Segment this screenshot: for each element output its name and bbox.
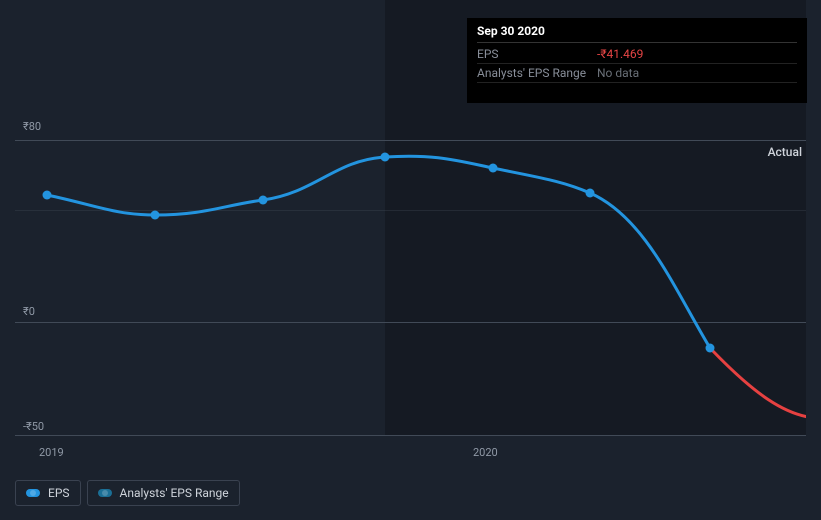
tooltip-date: Sep 30 2020 xyxy=(477,24,797,43)
eps-point[interactable] xyxy=(489,164,498,173)
legend-eps[interactable]: EPS xyxy=(15,480,81,506)
legend-label-range: Analysts' EPS Range xyxy=(120,486,229,500)
eps-point[interactable] xyxy=(151,211,160,220)
chart-tooltip: Sep 30 2020 EPS -₹41.469 Analysts' EPS R… xyxy=(467,18,807,103)
tooltip-label-range: Analysts' EPS Range xyxy=(477,66,597,80)
tooltip-row-eps: EPS -₹41.469 xyxy=(477,45,797,64)
chart-container: ₹80 ₹0 -₹50 2019 2020 Actual Sep 30 2020… xyxy=(15,0,806,470)
legend-swatch-range xyxy=(98,489,112,497)
legend-swatch-eps xyxy=(26,489,40,497)
eps-line-past xyxy=(47,156,710,348)
eps-line-future xyxy=(710,348,806,418)
eps-point[interactable] xyxy=(43,191,52,200)
legend-label-eps: EPS xyxy=(48,486,70,500)
tooltip-row-range: Analysts' EPS Range No data xyxy=(477,64,797,83)
eps-point[interactable] xyxy=(586,189,595,198)
legend: EPS Analysts' EPS Range xyxy=(15,480,240,506)
eps-point[interactable] xyxy=(259,196,268,205)
tooltip-value-eps: -₹41.469 xyxy=(597,47,643,61)
tooltip-value-range: No data xyxy=(597,66,639,80)
legend-range[interactable]: Analysts' EPS Range xyxy=(87,480,240,506)
tooltip-label-eps: EPS xyxy=(477,47,597,61)
eps-point[interactable] xyxy=(706,344,715,353)
eps-point[interactable] xyxy=(381,153,390,162)
